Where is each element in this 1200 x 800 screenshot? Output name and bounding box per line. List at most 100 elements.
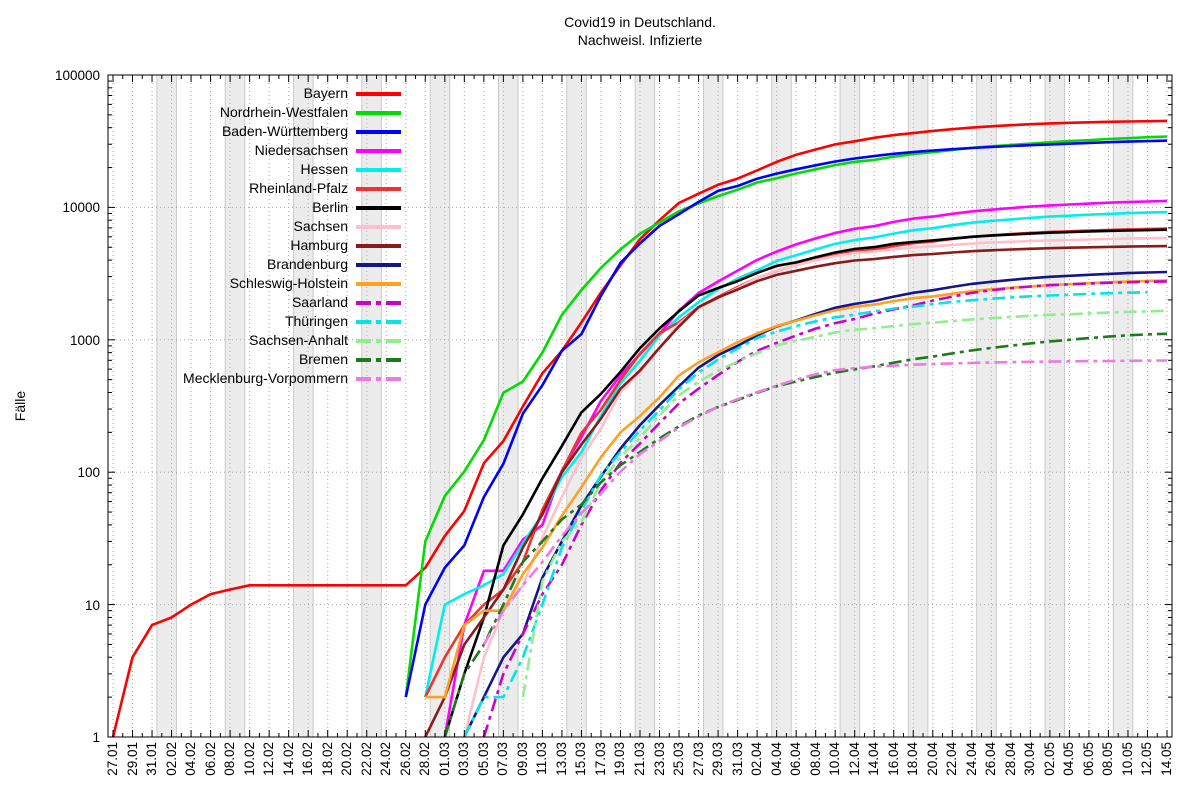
x-tick-label: 07.03 — [495, 742, 511, 776]
x-tick-label: 04.04 — [768, 742, 784, 776]
x-tick-label: 18.04 — [905, 742, 921, 776]
weekend-band — [703, 75, 723, 737]
x-tick-label: 06.04 — [788, 742, 804, 776]
x-tick-label: 27.01 — [105, 742, 120, 776]
weekend-band — [566, 75, 587, 737]
x-tick-label: 14.04 — [866, 742, 882, 776]
legend-line-sample — [356, 148, 401, 153]
legend-label: Bremen — [298, 351, 348, 367]
x-tick-label: 04.05 — [1061, 742, 1077, 776]
x-tick-label: 05.03 — [475, 742, 491, 776]
series-line-Bremen — [443, 332, 1168, 737]
x-tick-label: 26.04 — [983, 742, 999, 776]
legend-label: Sachsen — [293, 218, 348, 234]
weekend-band — [840, 75, 860, 737]
x-tick-label: 28.02 — [417, 742, 433, 776]
weekend-band — [498, 75, 519, 737]
legend-line-sample — [356, 300, 401, 305]
series-line-Baden-Württemberg — [404, 139, 1168, 698]
x-tick-label: 29.01 — [124, 742, 140, 776]
y-tick-label: 1 — [92, 730, 100, 745]
legend-line-sample — [356, 338, 401, 343]
x-tick-label: 21.03 — [632, 742, 647, 776]
legend-item-Bremen: Bremen — [60, 350, 401, 369]
series-line-Sachsen-Anhalt — [521, 309, 1168, 698]
x-tick-label: 12.02 — [261, 742, 277, 776]
x-tick-label: 16.02 — [300, 742, 316, 776]
weekend-band — [908, 75, 928, 737]
legend-item-Mecklenburg-Vorpommern: Mecklenburg-Vorpommern — [60, 369, 401, 388]
legend-label: Mecklenburg-Vorpommern — [183, 370, 348, 386]
series-line-Nordrhein-Westfalen — [404, 135, 1168, 698]
axis-frame-and-ticks — [107, 74, 1173, 738]
x-tick-label: 24.04 — [963, 742, 979, 776]
x-tick-label: 22.02 — [358, 742, 374, 776]
legend-label: Baden-Württemberg — [221, 123, 348, 139]
legend-item-Sachsen: Sachsen — [60, 217, 401, 236]
legend-label: Hamburg — [290, 237, 348, 253]
x-tick-label: 15.03 — [573, 742, 589, 776]
legend-line-sample — [356, 357, 401, 362]
x-tick-label: 14.05 — [1159, 742, 1174, 776]
x-tick-label: 08.02 — [222, 742, 238, 776]
x-tick-label: 22.04 — [944, 742, 960, 776]
legend-label: Niedersachsen — [254, 142, 348, 158]
legend-item-Berlin: Berlin — [60, 198, 401, 217]
series-line-Thüringen — [463, 290, 1148, 737]
legend-line-sample — [356, 167, 401, 172]
legend-line-sample — [356, 319, 401, 324]
legend-label: Nordrhein-Westfalen — [219, 104, 348, 120]
weekend-bands — [156, 75, 1134, 737]
x-tick-label: 19.03 — [612, 742, 628, 776]
series-line-Sachsen — [463, 236, 1168, 737]
weekend-band — [1045, 75, 1065, 737]
weekend-band — [430, 75, 450, 737]
legend-item-Baden-Württemberg: Baden-Württemberg — [60, 122, 401, 141]
x-tick-label: 02.05 — [1041, 742, 1057, 776]
legend-item-Rheinland-Pfalz: Rheinland-Pfalz — [60, 179, 401, 198]
legend-line-sample — [356, 243, 401, 248]
x-tick-label: 23.03 — [651, 742, 667, 776]
legend-item-Saarland: Saarland — [60, 293, 401, 312]
legend-item-Niedersachsen: Niedersachsen — [60, 141, 401, 160]
x-tick-label: 18.02 — [319, 742, 335, 776]
legend-line-sample — [356, 205, 401, 210]
legend-label: Berlin — [312, 199, 348, 215]
chart-title-line2: Nachweisl. Infizierte — [577, 32, 703, 48]
legend-label: Brandenburg — [267, 256, 348, 272]
x-tick-label: 26.02 — [397, 742, 413, 776]
legend-label: Hessen — [300, 161, 348, 177]
legend-label: Rheinland-Pfalz — [249, 180, 348, 196]
x-tick-label: 31.03 — [729, 742, 745, 776]
legend-item-Sachsen-Anhalt: Sachsen-Anhalt — [60, 331, 401, 350]
legend-line-sample — [356, 281, 401, 286]
x-tick-label: 10.02 — [241, 742, 257, 776]
legend-item-Schleswig-Holstein: Schleswig-Holstein — [60, 274, 401, 293]
x-tick-label: 20.02 — [339, 742, 355, 776]
series-line-Bayern — [111, 119, 1168, 737]
legend-item-Brandenburg: Brandenburg — [60, 255, 401, 274]
legend-line-sample — [356, 262, 401, 267]
x-tick-label: 20.04 — [924, 742, 940, 776]
x-tick-label: 27.03 — [690, 742, 706, 776]
x-tick-label: 24.02 — [378, 742, 394, 776]
chart-title-line1: Covid19 in Deutschland. — [564, 14, 716, 30]
legend-item-Hessen: Hessen — [60, 160, 401, 179]
x-tick-label: 30.04 — [1022, 742, 1038, 776]
x-tick-label: 10.05 — [1119, 742, 1135, 776]
legend-label: Saarland — [291, 294, 348, 310]
legend-line-sample — [356, 376, 401, 381]
legend-label: Bayern — [303, 85, 348, 101]
y-tick-label: 1000 — [69, 332, 100, 348]
series-line-Schleswig-Holstein — [425, 279, 1168, 699]
x-tick-label: 01.03 — [436, 742, 452, 776]
x-tick-label: 08.05 — [1100, 742, 1116, 776]
y-tick-label: 100000 — [54, 68, 100, 83]
x-tick-label: 04.02 — [183, 742, 199, 776]
legend-label: Sachsen-Anhalt — [249, 332, 348, 348]
legend-label: Thüringen — [284, 313, 348, 329]
series-line-Berlin — [443, 228, 1168, 737]
x-tick-label: 06.02 — [202, 742, 218, 776]
x-tick-label: 02.04 — [749, 742, 765, 776]
